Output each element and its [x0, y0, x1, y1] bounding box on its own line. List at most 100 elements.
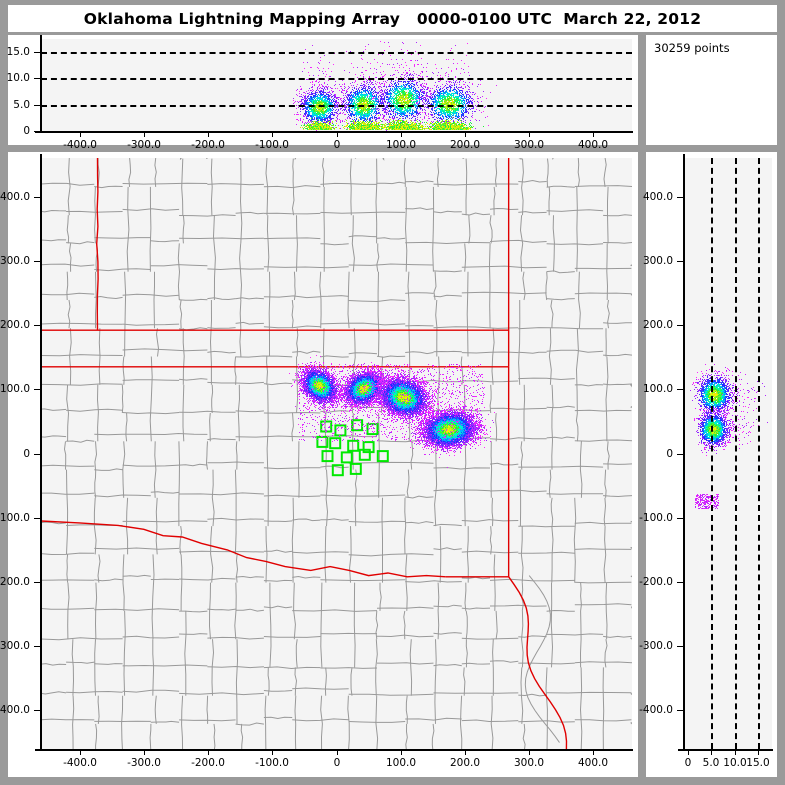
x-tick-label: 0	[684, 757, 692, 769]
x-tick	[272, 131, 273, 137]
x-tick-label: 0	[333, 139, 341, 151]
lightning-sources-altitude-east	[41, 39, 632, 131]
y-tick	[677, 197, 684, 198]
y-tick-label: -200.0	[639, 576, 673, 588]
y-tick	[34, 197, 41, 198]
x-tick	[465, 749, 466, 755]
y-tick-label: -200.0	[0, 576, 30, 588]
gridline-vertical	[711, 158, 713, 749]
y-tick-label: 0	[23, 448, 30, 460]
y-tick	[677, 389, 684, 390]
x-tick	[337, 749, 338, 755]
x-tick-label: 100.0	[385, 757, 417, 769]
y-tick	[677, 325, 684, 326]
x-tick-label: 400.0	[577, 139, 609, 151]
y-tick-label: -300.0	[0, 640, 30, 652]
window-title-bar: Oklahoma Lightning Mapping Array 0000-01…	[8, 5, 777, 32]
x-tick-label: -200.0	[191, 139, 225, 151]
x-tick-label: 200.0	[449, 139, 481, 151]
y-tick	[677, 454, 684, 455]
x-tick	[593, 749, 594, 755]
y-tick-label: 300.0	[0, 255, 30, 267]
plan-view-map-panel: -400.0 -300.0 -200.0 -100.0 0 100.0 200.0 300.0…	[0, 152, 638, 777]
y-tick-label: 400.0	[642, 191, 673, 203]
x-tick-label: 10.0	[723, 757, 747, 769]
y-tick	[34, 646, 41, 647]
y-tick	[34, 105, 41, 106]
x-tick	[688, 749, 689, 755]
y-tick	[34, 582, 41, 583]
x-tick	[144, 749, 145, 755]
gridline-horizontal	[41, 105, 632, 107]
point-count-label: 30259 points	[654, 41, 730, 55]
y-axis-line	[40, 35, 42, 132]
x-tick	[208, 749, 209, 755]
altitude-vs-east-plot-area[interactable]	[41, 39, 632, 131]
x-tick-label: 300.0	[513, 757, 545, 769]
x-axis-line	[678, 749, 773, 751]
x-tick	[465, 131, 466, 137]
y-tick	[34, 518, 41, 519]
point-count-box: 30259 points	[646, 35, 777, 145]
x-tick-label: -400.0	[63, 139, 97, 151]
plan-view-plot-area[interactable]	[41, 158, 632, 749]
y-tick-label: 0	[23, 125, 30, 137]
y-tick-label: -400.0	[0, 704, 30, 716]
x-tick	[758, 749, 759, 755]
gridline-horizontal	[41, 78, 632, 80]
x-tick-label: -100.0	[255, 139, 289, 151]
x-tick-label: 400.0	[577, 757, 609, 769]
y-tick	[34, 454, 41, 455]
y-tick-label: 15.0	[6, 46, 30, 58]
page-title: Oklahoma Lightning Mapping Array 0000-01…	[83, 9, 702, 28]
altitude-vs-north-panel: 0 5.0 10.0 15.0 400.0 300.0 200.0 100.0 0 -100.0 -…	[639, 152, 777, 777]
altitude-vs-north-plot-area[interactable]	[684, 158, 772, 749]
y-tick-label: 100.0	[642, 383, 673, 395]
y-tick	[34, 131, 41, 132]
x-axis-line	[35, 131, 633, 133]
y-tick	[677, 710, 684, 711]
y-axis-line	[683, 154, 685, 750]
y-axis-line	[40, 154, 42, 750]
y-tick-label: 200.0	[642, 319, 673, 331]
y-tick-label: 200.0	[0, 319, 30, 331]
x-tick	[593, 131, 594, 137]
y-tick	[34, 389, 41, 390]
x-tick-label: 5.0	[702, 757, 720, 769]
y-tick	[677, 646, 684, 647]
x-tick	[337, 131, 338, 137]
gridline-vertical	[758, 158, 760, 749]
y-tick-label: 100.0	[0, 383, 30, 395]
y-tick	[34, 261, 41, 262]
x-tick-label: 15.0	[746, 757, 770, 769]
x-tick	[80, 131, 81, 137]
y-tick	[34, 78, 41, 79]
x-tick	[711, 749, 712, 755]
x-tick	[144, 131, 145, 137]
x-tick-label: -400.0	[63, 757, 97, 769]
y-tick	[34, 710, 41, 711]
y-tick-label: -300.0	[639, 640, 673, 652]
y-tick-label: 0	[666, 448, 673, 460]
y-tick-label: -100.0	[639, 512, 673, 524]
gridline-vertical	[735, 158, 737, 749]
x-tick-label: 100.0	[385, 139, 417, 151]
x-tick-label: 0	[333, 757, 341, 769]
y-tick	[34, 325, 41, 326]
y-tick	[677, 261, 684, 262]
x-tick	[735, 749, 736, 755]
x-tick-label: -300.0	[127, 757, 161, 769]
lightning-sources-altitude-north	[684, 158, 772, 749]
y-tick	[34, 52, 41, 53]
y-tick	[677, 518, 684, 519]
lightning-sources-plan-view	[41, 158, 632, 749]
y-tick-label: 300.0	[642, 255, 673, 267]
y-tick	[677, 582, 684, 583]
y-tick-label: 5.0	[13, 99, 30, 111]
x-tick	[529, 749, 530, 755]
x-tick	[208, 131, 209, 137]
x-tick	[272, 749, 273, 755]
y-tick-label: 10.0	[6, 72, 30, 84]
y-tick-label: 400.0	[0, 191, 30, 203]
